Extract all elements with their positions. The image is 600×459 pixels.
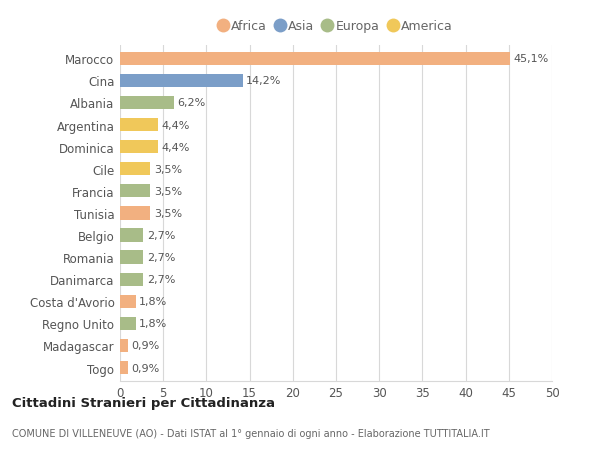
Text: 3,5%: 3,5% bbox=[154, 186, 182, 196]
Legend: Africa, Asia, Europa, America: Africa, Asia, Europa, America bbox=[220, 20, 452, 33]
Text: 2,7%: 2,7% bbox=[147, 230, 175, 241]
Text: 2,7%: 2,7% bbox=[147, 274, 175, 285]
Text: 6,2%: 6,2% bbox=[177, 98, 205, 108]
Bar bbox=[120, 52, 509, 66]
Bar bbox=[120, 295, 136, 308]
Bar bbox=[120, 361, 128, 375]
Text: 14,2%: 14,2% bbox=[246, 76, 281, 86]
Text: 0,9%: 0,9% bbox=[131, 363, 160, 373]
Text: 3,5%: 3,5% bbox=[154, 164, 182, 174]
Bar bbox=[120, 229, 143, 242]
Text: 4,4%: 4,4% bbox=[161, 142, 190, 152]
Text: 4,4%: 4,4% bbox=[161, 120, 190, 130]
Bar bbox=[120, 118, 158, 132]
Bar bbox=[120, 339, 128, 353]
Text: Cittadini Stranieri per Cittadinanza: Cittadini Stranieri per Cittadinanza bbox=[12, 396, 275, 409]
Bar bbox=[120, 96, 173, 110]
Bar bbox=[120, 251, 143, 264]
Text: COMUNE DI VILLENEUVE (AO) - Dati ISTAT al 1° gennaio di ogni anno - Elaborazione: COMUNE DI VILLENEUVE (AO) - Dati ISTAT a… bbox=[12, 428, 490, 438]
Bar bbox=[120, 163, 150, 176]
Text: 3,5%: 3,5% bbox=[154, 208, 182, 218]
Text: 1,8%: 1,8% bbox=[139, 319, 167, 329]
Bar bbox=[120, 273, 143, 286]
Bar bbox=[120, 317, 136, 330]
Text: 45,1%: 45,1% bbox=[513, 54, 548, 64]
Bar bbox=[120, 185, 150, 198]
Text: 2,7%: 2,7% bbox=[147, 252, 175, 263]
Bar bbox=[120, 207, 150, 220]
Text: 0,9%: 0,9% bbox=[131, 341, 160, 351]
Text: 1,8%: 1,8% bbox=[139, 297, 167, 307]
Bar bbox=[120, 74, 242, 88]
Bar bbox=[120, 141, 158, 154]
